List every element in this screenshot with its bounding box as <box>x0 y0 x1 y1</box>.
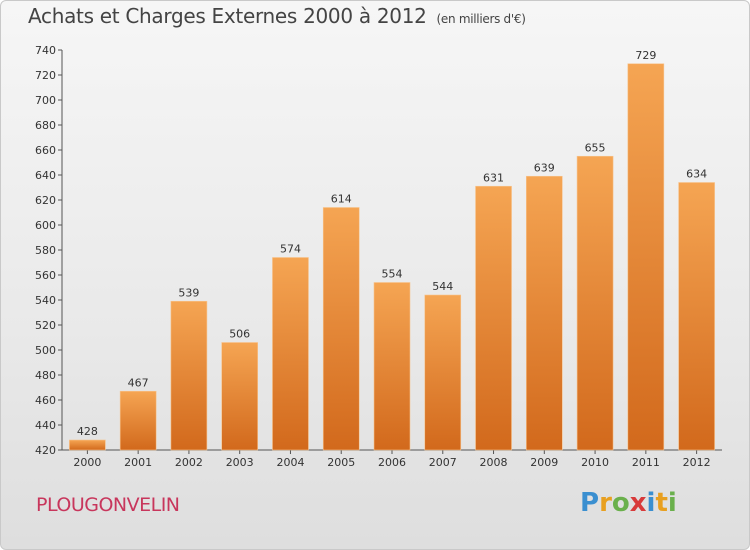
bar-2010 <box>576 155 614 451</box>
value-label-2002: 539 <box>178 286 199 299</box>
logo-letter: i <box>667 488 677 518</box>
y-tick-label: 420 <box>35 444 56 457</box>
y-tick-label: 600 <box>35 219 56 232</box>
bar-2011 <box>627 63 665 451</box>
bar-2005 <box>322 207 360 451</box>
bar-2001 <box>119 390 157 451</box>
value-label-2000: 428 <box>77 425 98 438</box>
logo-letter: i <box>646 488 656 518</box>
chart-title: Achats et Charges Externes 2000 à 2012 (e… <box>28 4 526 28</box>
x-tick-label-2008: 2008 <box>480 456 508 469</box>
x-tick-label-2011: 2011 <box>632 456 660 469</box>
value-label-2004: 574 <box>280 243 301 256</box>
bar-2000 <box>69 439 106 451</box>
bar-2009 <box>526 175 563 451</box>
bars <box>69 63 715 451</box>
bar-2004 <box>272 257 309 451</box>
bar-2006 <box>373 282 411 451</box>
value-label-2005: 614 <box>331 193 352 206</box>
logo-letter: P <box>580 488 600 518</box>
logo-letter: r <box>599 488 612 518</box>
value-label-2011: 729 <box>635 49 656 62</box>
value-label-2009: 639 <box>534 161 555 174</box>
value-label-2006: 554 <box>382 268 403 281</box>
x-tick-label-2001: 2001 <box>124 456 152 469</box>
value-label-2001: 467 <box>128 376 149 389</box>
value-label-2008: 631 <box>483 171 504 184</box>
value-label-2010: 655 <box>585 141 606 154</box>
y-tick-label: 680 <box>35 119 56 132</box>
x-tick-label-2006: 2006 <box>378 456 406 469</box>
logo-letter: t <box>655 488 668 518</box>
y-tick-label: 660 <box>35 144 56 157</box>
x-tick-label-2002: 2002 <box>175 456 203 469</box>
value-label-2007: 544 <box>432 280 453 293</box>
value-label-2012: 634 <box>686 168 707 181</box>
y-tick-label: 720 <box>35 69 56 82</box>
y-tick-label: 700 <box>35 94 56 107</box>
chart-subtitle: (en milliers d'€) <box>436 12 526 26</box>
x-tick-label-2010: 2010 <box>581 456 609 469</box>
y-tick-label: 500 <box>35 344 56 357</box>
title-text: Achats et Charges Externes 2000 à 2012 <box>28 4 427 28</box>
y-tick-label: 580 <box>35 244 56 257</box>
bar-2003 <box>221 342 258 451</box>
logo-letter: x <box>629 488 647 518</box>
y-tick-label: 520 <box>35 319 56 332</box>
x-tick-label-2012: 2012 <box>683 456 711 469</box>
value-label-2003: 506 <box>229 328 250 341</box>
y-tick-label: 460 <box>35 394 56 407</box>
x-tick-label-2007: 2007 <box>429 456 457 469</box>
x-tick-label-2009: 2009 <box>530 456 558 469</box>
value-labels: 428 467 539 506 574 614 554 544 631 639 655 729 634 <box>77 49 707 438</box>
bar-2008 <box>475 185 512 451</box>
y-tick-label: 640 <box>35 169 56 182</box>
y-tick-label: 560 <box>35 269 56 282</box>
commune-name: PLOUGONVELIN <box>36 494 180 516</box>
proxiti-logo: Proxiti <box>580 488 677 518</box>
y-tick-label: 540 <box>35 294 56 307</box>
x-tick-label-2003: 2003 <box>226 456 254 469</box>
x-tick-label-2000: 2000 <box>73 456 101 469</box>
bar-2012 <box>678 182 715 451</box>
logo-letter: o <box>611 488 630 518</box>
y-tick-label: 480 <box>35 369 56 382</box>
y-tick-label: 740 <box>35 44 56 57</box>
y-tick-label: 440 <box>35 419 56 432</box>
x-tick-label-2004: 2004 <box>276 456 304 469</box>
bar-2002 <box>170 300 208 451</box>
x-tick-label-2005: 2005 <box>327 456 355 469</box>
bar-2007 <box>424 294 462 451</box>
y-tick-label: 620 <box>35 194 56 207</box>
